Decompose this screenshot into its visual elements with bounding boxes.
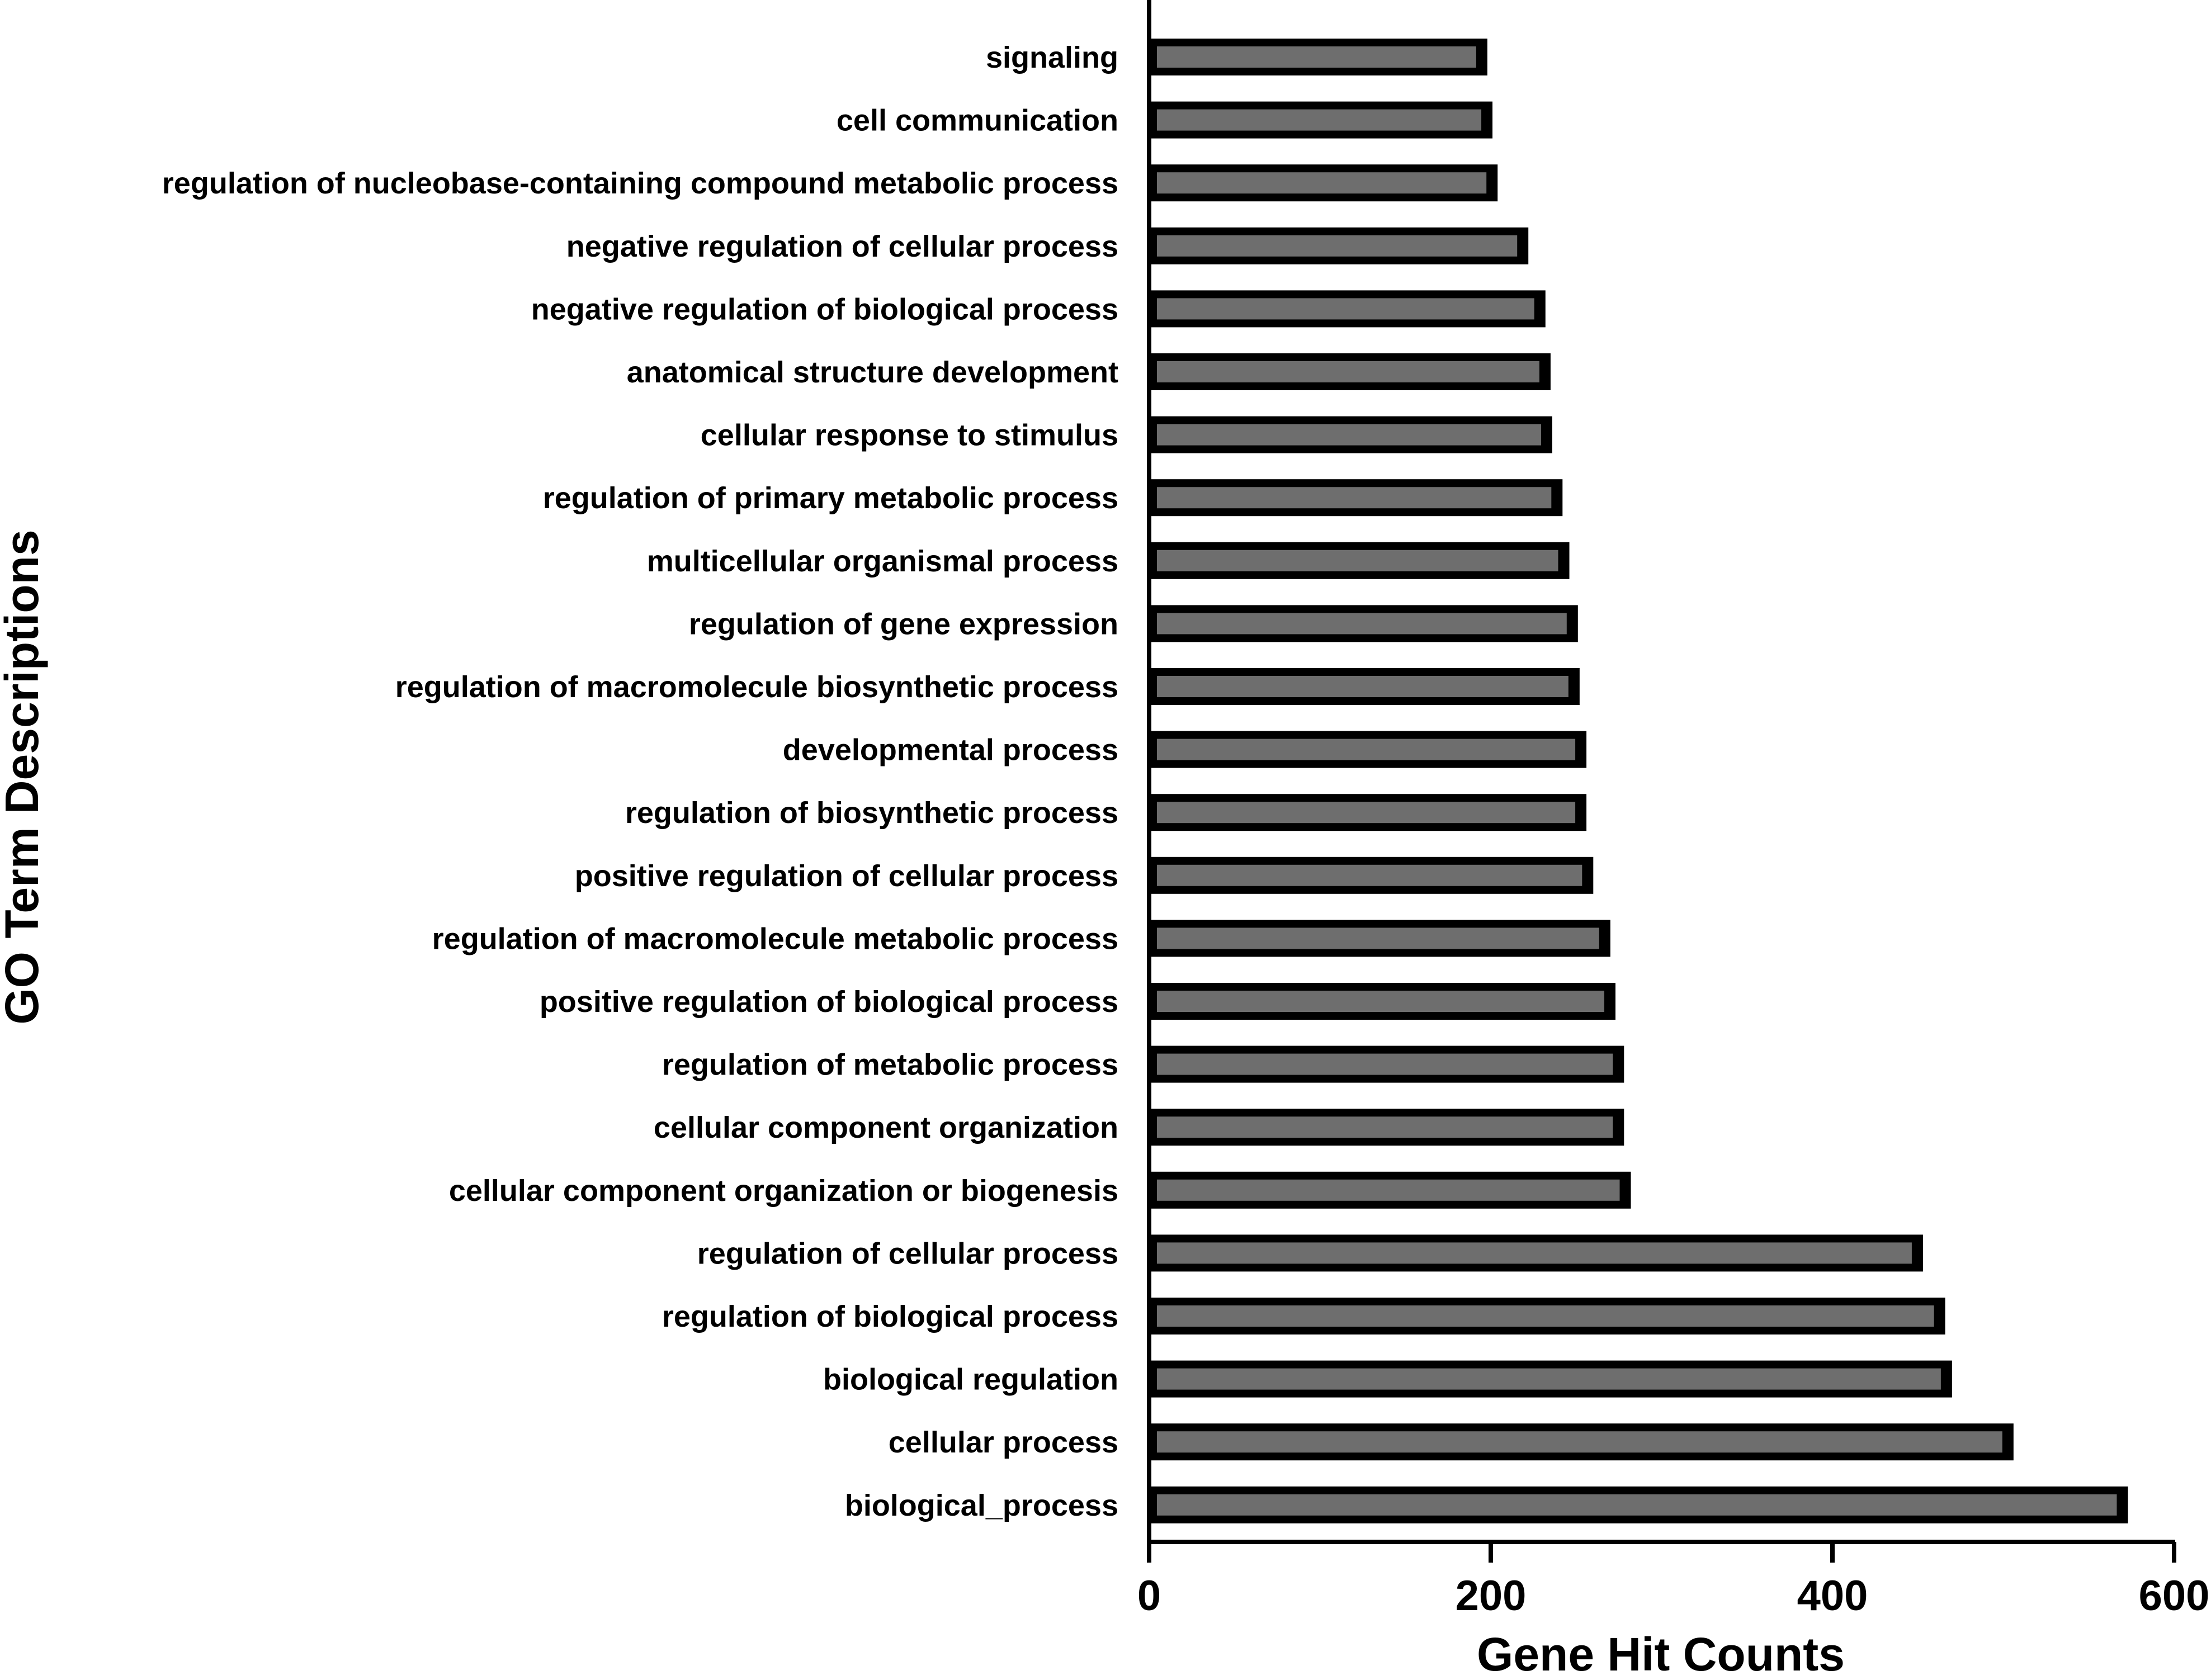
x-ticks-group: 0 200 400 600 [1137, 1542, 2210, 1620]
category-label: multicellular organismal process [647, 545, 1118, 578]
bar-fill-1 [1157, 109, 1482, 131]
category-label: cellular process [889, 1426, 1118, 1459]
category-label: positive regulation of cellular process [575, 859, 1118, 893]
x-tick-label: 400 [1797, 1572, 1868, 1620]
category-label: regulation of gene expression [689, 607, 1118, 641]
bar-fill-11 [1157, 739, 1576, 760]
bar-fill-17 [1157, 1116, 1613, 1138]
category-label: regulation of cellular process [697, 1237, 1118, 1270]
bar-fill-4 [1157, 298, 1534, 320]
x-tick-label: 0 [1137, 1572, 1161, 1620]
bar-fill-2 [1157, 172, 1487, 194]
bars-group [1149, 39, 2128, 1523]
bar-fill-6 [1157, 424, 1541, 446]
bar-fill-14 [1157, 927, 1599, 949]
category-label: cellular component organization or bioge… [449, 1174, 1118, 1208]
category-label: negative regulation of cellular process [566, 230, 1118, 263]
x-tick-label: 200 [1456, 1572, 1527, 1620]
category-label: biological regulation [823, 1363, 1118, 1397]
category-labels-group: signaling cell communication regulation of… [162, 41, 1118, 1522]
category-label: cell communication [837, 104, 1118, 138]
category-label: signaling [986, 41, 1118, 74]
category-label: regulation of biosynthetic process [625, 796, 1118, 830]
category-label: regulation of primary metabolic process [543, 481, 1118, 515]
category-label: developmental process [783, 733, 1118, 767]
bar-fill-9 [1157, 613, 1567, 635]
y-axis-title: GO Term Descriptions [0, 529, 48, 1024]
category-label: positive regulation of biological proces… [540, 985, 1118, 1019]
bar-fill-23 [1157, 1494, 2117, 1516]
category-label: regulation of macromolecule biosynthetic… [395, 670, 1118, 704]
bar-fill-19 [1157, 1242, 1912, 1264]
bar-fill-20 [1157, 1305, 1934, 1327]
bar-fill-12 [1157, 802, 1576, 824]
bar-fill-8 [1157, 550, 1558, 571]
bar-fill-10 [1157, 676, 1569, 697]
category-label: regulation of metabolic process [662, 1048, 1118, 1082]
x-axis-title: Gene Hit Counts [1477, 1628, 1845, 1680]
bar-fill-7 [1157, 487, 1552, 509]
category-label: negative regulation of biological proces… [531, 292, 1118, 326]
bar-fill-21 [1157, 1368, 1941, 1390]
bar-fill-15 [1157, 991, 1605, 1012]
category-label: biological_process [845, 1489, 1118, 1522]
category-label: regulation of nucleobase-containing comp… [162, 167, 1118, 200]
bar-fill-18 [1157, 1179, 1620, 1201]
bar-fill-0 [1157, 46, 1476, 68]
category-label: cellular component organization [654, 1111, 1118, 1144]
bar-fill-5 [1157, 361, 1539, 382]
bar-fill-22 [1157, 1431, 2002, 1453]
category-label: cellular response to stimulus [701, 419, 1118, 452]
bar-fill-3 [1157, 235, 1518, 257]
bar-fill-16 [1157, 1053, 1613, 1075]
category-label: anatomical structure development [627, 356, 1118, 389]
category-label: regulation of biological process [662, 1300, 1118, 1333]
x-tick-label: 600 [2139, 1572, 2210, 1620]
category-label: regulation of macromolecule metabolic pr… [432, 922, 1118, 955]
bar-fill-13 [1157, 864, 1582, 886]
